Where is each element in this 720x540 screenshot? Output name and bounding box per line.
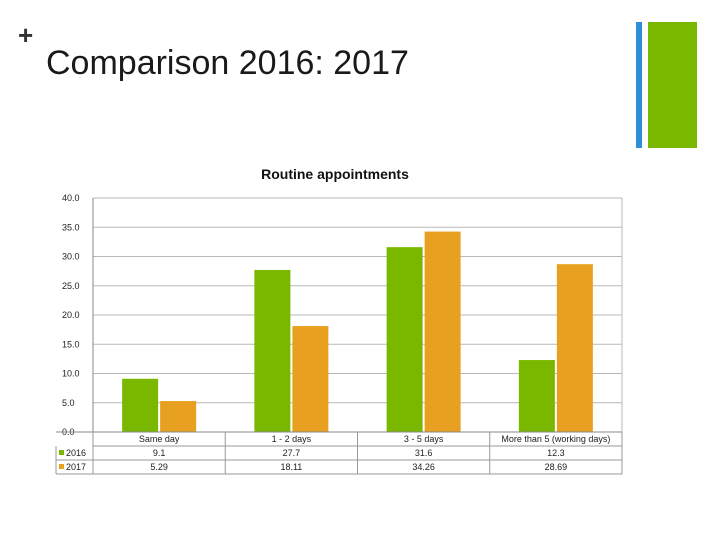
bar-2017-0 bbox=[160, 401, 197, 432]
y-tick-label: 30.0 bbox=[62, 252, 80, 262]
slide-bullet: + bbox=[18, 20, 34, 50]
data-label-2017: 18.11 bbox=[280, 462, 302, 472]
data-label-2017: 5.29 bbox=[150, 462, 168, 472]
data-label-2017: 34.26 bbox=[412, 462, 435, 472]
data-label-2016: 27.7 bbox=[283, 448, 301, 458]
category-label: 3 - 5 days bbox=[404, 434, 444, 444]
y-tick-label: 5.0 bbox=[62, 398, 75, 408]
bar-2016-1 bbox=[254, 269, 291, 432]
y-tick-label: 20.0 bbox=[62, 310, 80, 320]
decorative-green-block bbox=[648, 22, 697, 148]
legend-label-2016: 2016 bbox=[66, 448, 86, 458]
category-label: More than 5 (working days) bbox=[501, 434, 610, 444]
chart-title: Routine appointments bbox=[261, 166, 409, 182]
decorative-blue-bar bbox=[636, 22, 642, 148]
category-label: 1 - 2 days bbox=[272, 434, 312, 444]
category-label: Same day bbox=[139, 434, 180, 444]
data-label-2016: 9.1 bbox=[153, 448, 166, 458]
legend-swatch-2016 bbox=[59, 450, 64, 455]
data-label-2016: 31.6 bbox=[415, 448, 433, 458]
slide-title: Comparison 2016: 2017 bbox=[46, 44, 409, 82]
y-tick-label: 40.0 bbox=[62, 193, 80, 203]
legend-label-2017: 2017 bbox=[66, 462, 86, 472]
y-tick-label: 35.0 bbox=[62, 222, 80, 232]
bar-2016-3 bbox=[518, 360, 555, 432]
bar-2016-2 bbox=[386, 247, 423, 432]
bar-2017-2 bbox=[424, 231, 461, 432]
bar-2017-1 bbox=[292, 326, 329, 432]
data-label-2016: 12.3 bbox=[547, 448, 565, 458]
y-tick-label: 25.0 bbox=[62, 281, 80, 291]
y-tick-label: 10.0 bbox=[62, 369, 80, 379]
data-label-2017: 28.69 bbox=[545, 462, 568, 472]
y-tick-label: 15.0 bbox=[62, 339, 80, 349]
bar-2016-0 bbox=[122, 378, 159, 432]
bar-2017-3 bbox=[556, 264, 593, 432]
legend-swatch-2017 bbox=[59, 464, 64, 469]
